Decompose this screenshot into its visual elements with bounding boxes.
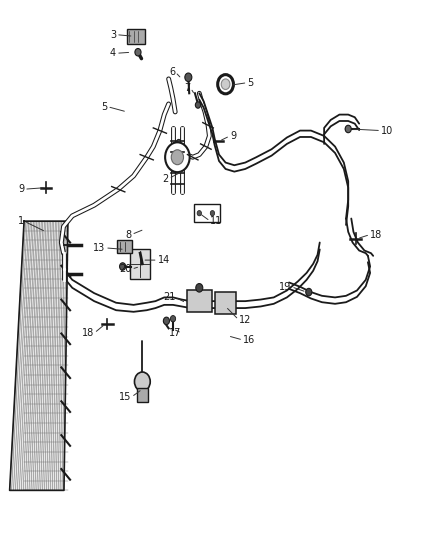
Text: 2: 2 [162, 174, 169, 183]
Text: 7: 7 [184, 83, 191, 93]
FancyBboxPatch shape [117, 240, 132, 253]
Circle shape [210, 211, 215, 216]
Text: 18: 18 [82, 328, 94, 338]
Text: 3: 3 [110, 30, 116, 39]
Circle shape [197, 211, 201, 216]
Text: 13: 13 [93, 243, 105, 253]
Text: 18: 18 [370, 230, 382, 239]
FancyBboxPatch shape [137, 388, 148, 402]
Circle shape [134, 372, 150, 391]
Polygon shape [10, 221, 68, 490]
Circle shape [195, 102, 201, 108]
Circle shape [170, 316, 176, 322]
Text: 5: 5 [101, 102, 107, 111]
Text: 16: 16 [243, 335, 255, 345]
Circle shape [221, 79, 230, 90]
Text: 1: 1 [18, 216, 24, 226]
Text: 9: 9 [18, 184, 24, 194]
Circle shape [135, 49, 141, 56]
Circle shape [165, 142, 190, 172]
Text: 8: 8 [125, 230, 131, 239]
Circle shape [163, 317, 170, 325]
FancyBboxPatch shape [194, 204, 220, 222]
Text: 5: 5 [247, 78, 254, 87]
Text: 11: 11 [210, 216, 223, 226]
Text: 19: 19 [279, 282, 291, 292]
Text: 14: 14 [158, 255, 170, 265]
Circle shape [185, 73, 192, 82]
Circle shape [345, 125, 351, 133]
Text: 6: 6 [169, 67, 175, 77]
Text: 10: 10 [381, 126, 393, 135]
Text: 12: 12 [239, 315, 251, 325]
Circle shape [171, 150, 184, 165]
Circle shape [218, 75, 233, 94]
Text: 15: 15 [119, 392, 131, 402]
FancyBboxPatch shape [215, 292, 236, 314]
Circle shape [196, 284, 203, 292]
Text: 20: 20 [119, 264, 131, 274]
Text: 21: 21 [163, 293, 175, 302]
Circle shape [306, 288, 312, 296]
FancyBboxPatch shape [187, 290, 212, 312]
Text: 9: 9 [230, 131, 236, 141]
FancyBboxPatch shape [127, 29, 145, 44]
FancyBboxPatch shape [130, 249, 150, 279]
Circle shape [120, 263, 126, 270]
Text: 4: 4 [110, 49, 116, 58]
Text: 17: 17 [170, 328, 182, 338]
